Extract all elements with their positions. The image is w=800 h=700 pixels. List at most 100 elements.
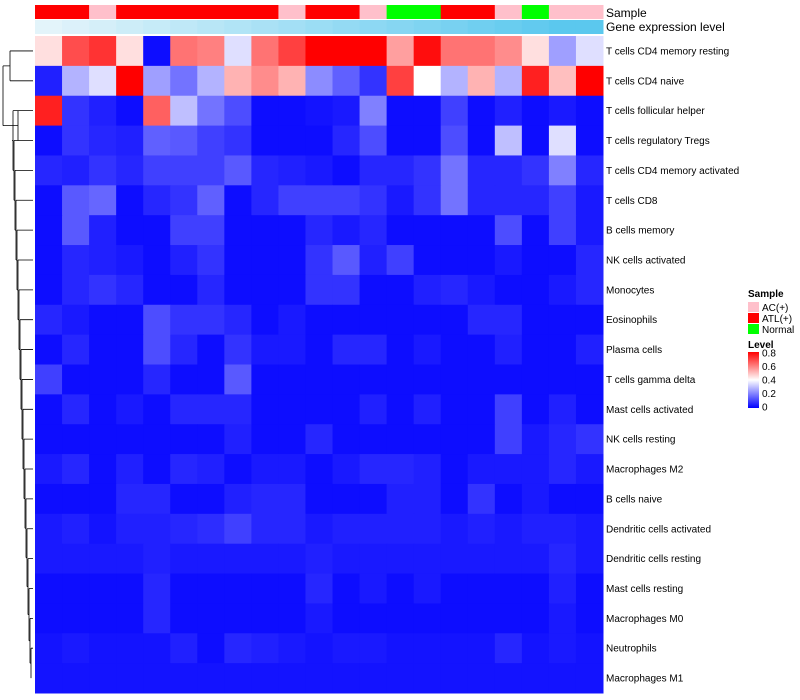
heatmap-cell <box>413 334 442 365</box>
heatmap-cell <box>251 633 279 664</box>
heatmap-cell <box>251 424 279 455</box>
heatmap-cell <box>278 125 306 156</box>
heatmap-cell <box>440 454 469 485</box>
heatmap-cell <box>197 274 225 306</box>
heatmap-cell <box>305 454 334 485</box>
heatmap-cell <box>413 215 442 246</box>
legend-sample-title: Sample <box>748 289 784 300</box>
heatmap-cell <box>35 633 63 664</box>
heatmap-cell <box>386 573 415 604</box>
heatmap-cell <box>386 603 415 634</box>
heatmap-cell <box>467 125 496 156</box>
heatmap-cell <box>62 65 90 97</box>
heatmap-cell <box>143 36 171 67</box>
heatmap-cell <box>35 215 63 246</box>
heatmap-cell <box>332 36 361 67</box>
heatmap-cell <box>89 274 117 306</box>
heatmap-cell <box>143 274 171 306</box>
heatmap-cell <box>548 95 577 127</box>
heatmap-cell <box>521 95 550 127</box>
heatmap-cell <box>197 155 225 186</box>
heatmap-cell <box>35 483 63 515</box>
gene-expression-annotation-cell <box>440 20 469 34</box>
heatmap-cell <box>116 394 144 425</box>
sample-annotation-cell <box>35 5 63 19</box>
heatmap-cell <box>62 95 90 127</box>
gene-expression-annotation-cell <box>467 20 496 34</box>
heatmap-cell <box>440 304 469 336</box>
heatmap-cell <box>62 274 90 306</box>
heatmap-cell <box>332 573 361 604</box>
heatmap-cell <box>467 603 496 634</box>
heatmap-cell <box>251 483 279 515</box>
sample-annotation-cell <box>359 5 388 19</box>
heatmap-cell <box>170 304 198 336</box>
heatmap-cell <box>35 573 63 604</box>
heatmap-cell <box>35 424 63 455</box>
heatmap-cell <box>440 603 469 634</box>
heatmap-cell <box>89 543 117 575</box>
gene-expression-annotation-bar <box>35 20 604 34</box>
heatmap-cell <box>224 155 252 186</box>
heatmap-cell <box>575 215 604 246</box>
heatmap-cell <box>116 155 144 186</box>
heatmap-cell <box>62 454 90 485</box>
heatmap-cell <box>467 454 496 485</box>
heatmap-cell <box>413 364 442 395</box>
heatmap-cell <box>332 65 361 97</box>
legend-entry-label: AC(+) <box>762 303 788 314</box>
heatmap-cell <box>62 663 90 694</box>
heatmap-cell <box>413 304 442 336</box>
row-label: T cells regulatory Tregs <box>606 136 710 147</box>
heatmap-cell <box>197 364 225 395</box>
heatmap-cell <box>467 364 496 395</box>
legend-entry-label: ATL(+) <box>762 314 792 325</box>
heatmap-cell <box>197 663 225 694</box>
heatmap-cell <box>251 185 279 216</box>
heatmap-cell <box>89 573 117 604</box>
heatmap-cell <box>170 215 198 246</box>
heatmap-cell <box>494 65 523 97</box>
gene-expression-annotation-cell <box>278 20 306 34</box>
heatmap-cell <box>440 633 469 664</box>
heatmap-cell <box>143 483 171 515</box>
heatmap-cell <box>251 573 279 604</box>
heatmap-cell <box>305 334 334 365</box>
gene-expression-annotation-cell <box>35 20 63 34</box>
heatmap-cell <box>494 215 523 246</box>
heatmap-cell <box>359 304 388 336</box>
heatmap-cell <box>62 394 90 425</box>
heatmap-cell <box>305 36 334 67</box>
heatmap-cell <box>224 424 252 455</box>
heatmap-cell <box>359 394 388 425</box>
heatmap-cell <box>197 36 225 67</box>
heatmap-cell <box>170 663 198 694</box>
heatmap-cell <box>62 513 90 545</box>
heatmap-cell <box>35 95 63 127</box>
heatmap-cell <box>305 424 334 455</box>
heatmap-cell <box>359 424 388 455</box>
heatmap-cell <box>89 245 117 276</box>
heatmap-cell <box>440 543 469 575</box>
heatmap-cell <box>224 95 252 127</box>
heatmap-cell <box>89 364 117 395</box>
heatmap-cell <box>494 573 523 604</box>
heatmap-cell <box>494 304 523 336</box>
heatmap-cell <box>305 304 334 336</box>
heatmap-cell <box>35 304 63 336</box>
heatmap-cell <box>467 185 496 216</box>
heatmap-cell <box>116 603 144 634</box>
heatmap-cell <box>305 603 334 634</box>
heatmap-cell <box>575 513 604 545</box>
heatmap-cell <box>413 274 442 306</box>
heatmap-cell <box>359 483 388 515</box>
heatmap-cell <box>467 483 496 515</box>
row-label: T cells CD4 memory activated <box>606 166 739 177</box>
heatmap-cell <box>548 483 577 515</box>
heatmap-cell <box>251 304 279 336</box>
heatmap-cell <box>197 424 225 455</box>
gene-expression-annotation-cell <box>170 20 198 34</box>
heatmap-cell <box>116 513 144 545</box>
heatmap-cell <box>548 274 577 306</box>
heatmap-cell <box>305 215 334 246</box>
